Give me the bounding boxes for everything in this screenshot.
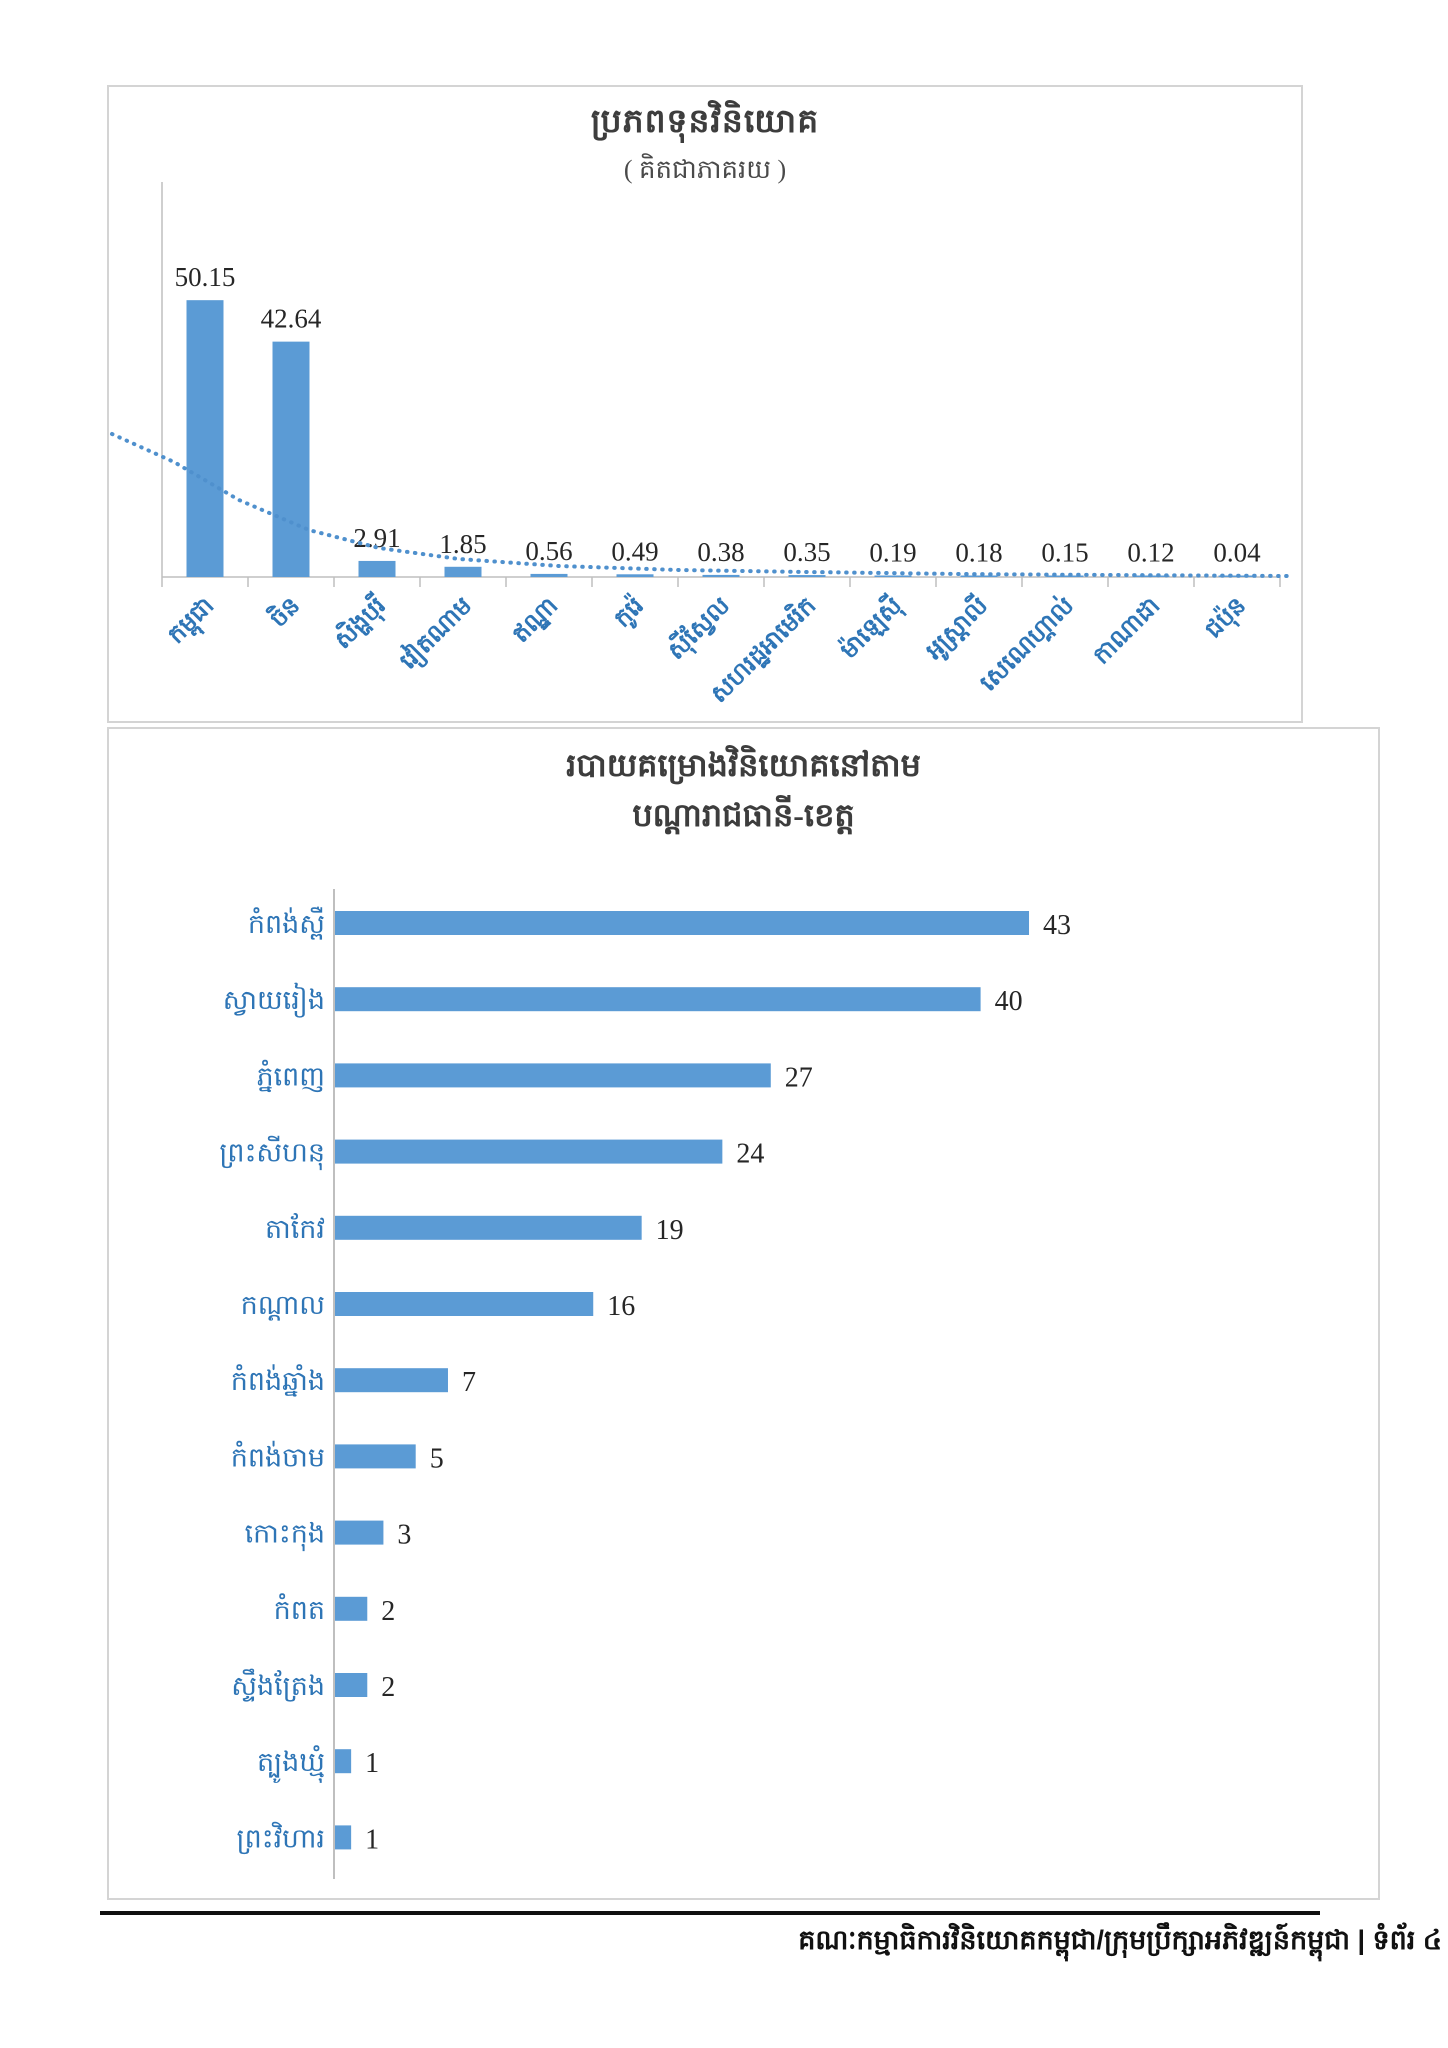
value-label: 24 xyxy=(736,1139,764,1170)
chart2-title-line1: របាយគម្រោងវិនិយោគនៅតាម xyxy=(566,747,921,783)
category-label: ព្រះវិហារ xyxy=(237,1821,325,1854)
value-label: 2 xyxy=(381,1596,395,1627)
category-label: អូស្ត្រាលី xyxy=(918,590,995,667)
category-label: ចិន xyxy=(262,590,305,633)
trendline xyxy=(110,432,1291,578)
value-label: 0.04 xyxy=(1213,538,1261,568)
projects-by-province-panel: របាយគម្រោងវិនិយោគនៅតាម បណ្តារាជធានី-ខេត្… xyxy=(107,727,1380,1900)
bar-3 xyxy=(335,1139,723,1164)
bar-6 xyxy=(702,574,740,577)
value-label: 1.85 xyxy=(439,529,486,559)
category-label: កាណាដា xyxy=(1088,592,1166,670)
category-label: សិង្ហបុរី xyxy=(327,589,394,656)
bar-0 xyxy=(335,911,1030,935)
value-label: 0.19 xyxy=(869,538,916,568)
value-label: 0.35 xyxy=(783,537,830,567)
bar-0 xyxy=(186,300,224,577)
chart1-title: ប្រភពទុនវិនិយោគ xyxy=(590,104,820,140)
bar-2 xyxy=(335,1063,771,1088)
bar-7 xyxy=(788,575,826,577)
bar-1 xyxy=(272,341,310,577)
footer-text: គណៈកម្មាធិការវិនិយោគកម្ពុជា/ក្រុមប្រឹក្ស… xyxy=(798,1925,1442,1955)
category-label: តាកែវ xyxy=(265,1212,325,1244)
footer-divider xyxy=(100,1911,1320,1915)
value-label: 27 xyxy=(785,1062,813,1093)
value-label: 5 xyxy=(430,1443,444,1474)
category-label: ភ្នំពេញ xyxy=(256,1059,325,1092)
category-label: កំពង់ឆ្នាំង xyxy=(231,1364,325,1397)
bar-2 xyxy=(358,560,396,577)
bar-5 xyxy=(335,1292,594,1316)
value-label: 42.64 xyxy=(261,304,322,334)
category-label: កោះកុង xyxy=(245,1519,325,1552)
vertical-bar-chart: 50.15កម្ពុជា42.64ចិន2.91សិង្ហបុរី1.85វៀត… xyxy=(110,182,1291,709)
category-label: កម្ពុជា xyxy=(162,592,222,652)
value-label: 0.18 xyxy=(955,538,1002,568)
category-label: កំពង់ចាម xyxy=(231,1440,325,1472)
bar-12 xyxy=(335,1825,352,1850)
value-label: 40 xyxy=(995,986,1023,1017)
bar-9 xyxy=(960,575,998,577)
bar-10 xyxy=(1046,575,1084,577)
bar-5 xyxy=(616,574,654,577)
category-label: កូរ៉េ xyxy=(607,591,651,635)
chart2-title-line2: បណ្តារាជធានី-ខេត្ត xyxy=(632,797,855,833)
category-label: កំពង់ស្ពឺ xyxy=(248,906,325,940)
value-label: 3 xyxy=(397,1520,411,1551)
value-label: 1 xyxy=(365,1824,379,1855)
investment-sources-panel: ប្រភពទុនវិនិយោគ ( គិតជាភាគរយ ) 50.15 កម្ព… xyxy=(107,85,1303,723)
value-label: 2 xyxy=(381,1672,395,1703)
bar-3 xyxy=(444,566,482,577)
bar-4 xyxy=(530,573,568,577)
category-label: កំពត xyxy=(274,1593,325,1625)
bar-11 xyxy=(335,1749,352,1774)
horizontal-bar-chart: កំពង់ស្ពឺ 43ស្វាយរៀង 40ភ្នំពេញ 27ព្រះសីហនុ 2… xyxy=(219,889,1071,1879)
bar-4 xyxy=(335,1215,642,1240)
value-label: 43 xyxy=(1043,910,1071,941)
value-label: 0.56 xyxy=(525,536,572,566)
value-label: 1 xyxy=(365,1748,379,1779)
value-label: 0.49 xyxy=(611,536,658,566)
category-label: ជប៉ុន xyxy=(1198,591,1253,646)
category-label: ឥណ្ឌា xyxy=(507,592,564,649)
bar-8 xyxy=(335,1520,384,1545)
value-label: 50.15 xyxy=(175,262,236,292)
chart1-subtitle: ( គិតជាភាគរយ ) xyxy=(623,155,787,184)
category-label: ម៉ាឡេស៊ី xyxy=(833,590,909,666)
category-label: ស៊ីស្វែល xyxy=(660,590,737,667)
value-label: 16 xyxy=(607,1291,635,1322)
value-label: 0.38 xyxy=(697,537,744,567)
value-label: 0.15 xyxy=(1041,538,1088,568)
bar-8 xyxy=(874,575,912,577)
category-label: វៀតណាម xyxy=(393,590,480,677)
bar-10 xyxy=(335,1673,368,1697)
bar-1 xyxy=(335,987,981,1012)
category-label: ស្ទឹងត្រែង xyxy=(231,1668,325,1702)
category-label: កណ្តាល xyxy=(241,1290,325,1321)
category-label: ព្រះសីហនុ xyxy=(219,1136,325,1171)
bar-9 xyxy=(335,1596,368,1621)
category-label: ស្វាយរៀង xyxy=(223,982,325,1018)
bar-6 xyxy=(335,1368,448,1393)
value-label: 7 xyxy=(462,1367,476,1398)
category-label: សេណេហ្គាល់ xyxy=(973,590,1080,697)
value-label: 19 xyxy=(656,1215,684,1246)
value-label: 0.12 xyxy=(1127,538,1174,568)
category-label: ត្បូងឃ្មុំ xyxy=(257,1745,325,1783)
bar-7 xyxy=(335,1444,416,1469)
